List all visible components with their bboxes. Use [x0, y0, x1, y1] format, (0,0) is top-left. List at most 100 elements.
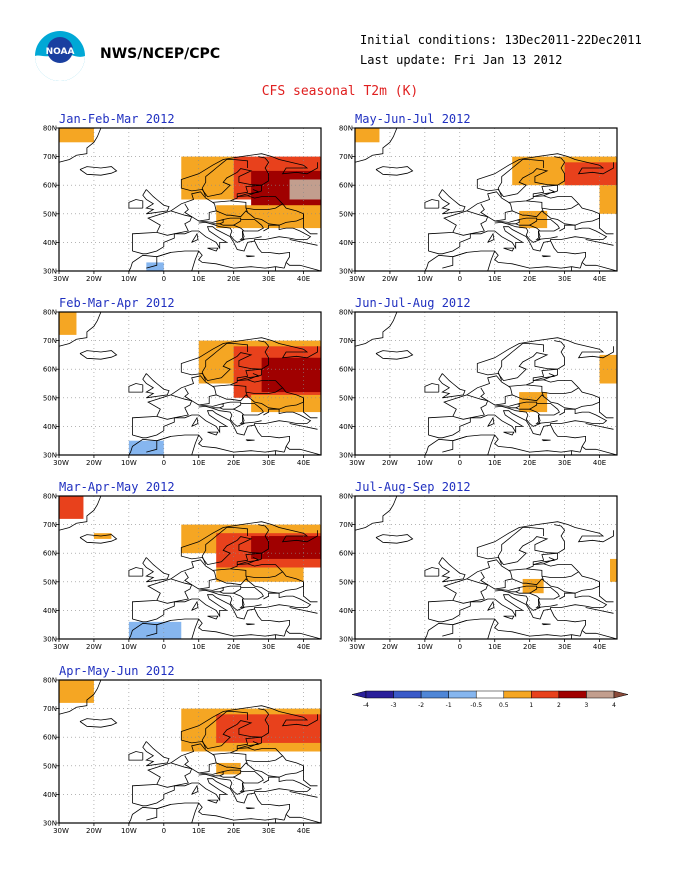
- map-frame: [58, 311, 322, 456]
- anomaly-cell: [59, 496, 84, 519]
- coastline: [476, 153, 614, 198]
- x-tick-label: 40E: [297, 459, 310, 467]
- panel-title: Jan-Feb-Mar 2012: [59, 112, 175, 126]
- x-tick-label: 30W: [53, 275, 69, 283]
- coastline: [554, 340, 566, 370]
- coastline: [428, 592, 608, 623]
- coastline: [354, 127, 398, 163]
- coastline: [533, 379, 580, 394]
- x-tick-label: 30E: [558, 643, 571, 651]
- coastline: [480, 570, 513, 590]
- coastline: [146, 436, 171, 453]
- coastline: [128, 751, 144, 761]
- x-tick-label: 10E: [488, 643, 501, 651]
- noaa-logo-icon: NOAA: [35, 31, 85, 81]
- x-tick-label: 0: [162, 275, 166, 283]
- coastline: [198, 218, 224, 225]
- coastline: [581, 630, 618, 640]
- coastline: [237, 369, 263, 381]
- coastline: [424, 567, 440, 577]
- y-tick-label: 80N: [339, 125, 353, 133]
- coastline: [533, 553, 559, 565]
- map-frame: [354, 127, 618, 272]
- x-tick-label: 40E: [593, 643, 606, 651]
- coastline: [198, 402, 224, 409]
- coastline: [428, 184, 558, 251]
- x-tick-label: 30W: [53, 827, 69, 835]
- coastline: [599, 581, 614, 603]
- coastline: [480, 202, 513, 222]
- coastline: [258, 708, 270, 738]
- x-tick-label: 10E: [192, 827, 205, 835]
- y-tick-label: 30N: [43, 820, 57, 828]
- coastline-layer: [354, 311, 618, 456]
- coastline: [146, 804, 171, 821]
- coastline: [599, 213, 614, 235]
- anomaly-cell: [128, 621, 182, 639]
- x-tick-label: 20W: [86, 827, 102, 835]
- coastline: [541, 255, 551, 258]
- coastline: [142, 189, 170, 215]
- coastline: [533, 563, 580, 578]
- x-tick-label: 10W: [121, 827, 137, 835]
- y-tick-label: 40N: [43, 423, 57, 431]
- coastline: [132, 184, 262, 251]
- y-tick-label: 60N: [339, 550, 353, 558]
- coastline: [550, 608, 587, 637]
- coastline: [285, 262, 322, 272]
- y-tick-label: 40N: [43, 239, 57, 247]
- coastline-layer: [58, 679, 322, 824]
- x-tick-label: 30E: [558, 275, 571, 283]
- x-tick-label: 30W: [349, 459, 365, 467]
- y-tick-label: 40N: [339, 239, 353, 247]
- map-background: [355, 496, 617, 639]
- coastline: [132, 776, 312, 807]
- coastline: [452, 394, 489, 420]
- y-tick-label: 50N: [43, 394, 57, 402]
- panel-title: Apr-May-Jun 2012: [59, 664, 175, 678]
- y-tick-label: 70N: [43, 337, 57, 345]
- x-tick-label: 10E: [488, 275, 501, 283]
- coastline: [247, 189, 260, 197]
- coastline: [233, 219, 264, 232]
- coastline: [428, 368, 558, 435]
- map-panel-amj: Apr-May-Jun 2012 30W 20W 10W 0 10E 20E 30E 40E 3…: [43, 664, 322, 835]
- coastline: [201, 527, 249, 565]
- coastline: [247, 755, 304, 778]
- x-tick-label: 30W: [53, 643, 69, 651]
- coastline: [191, 784, 199, 795]
- anomaly-map: 30W 20W 10W 0 10E 20E 30E 40E 30N 40N 50N 60N 70N 80N: [339, 493, 618, 651]
- coastline: [201, 159, 249, 197]
- coastline: [79, 534, 118, 544]
- coastline: [541, 623, 551, 626]
- x-tick-label: 10W: [417, 275, 433, 283]
- x-tick-label: 10W: [121, 275, 137, 283]
- coastline: [128, 383, 144, 393]
- coastline: [191, 600, 199, 611]
- x-tick-label: 0: [162, 643, 166, 651]
- coastline: [254, 240, 291, 269]
- coastline: [543, 557, 556, 565]
- initial-conditions: Initial conditions: 13Dec2011-22Dec2011: [360, 33, 642, 47]
- y-tick-label: 50N: [43, 210, 57, 218]
- y-tick-label: 40N: [339, 423, 353, 431]
- anomaly-cell: [59, 680, 94, 703]
- coastline: [515, 585, 538, 594]
- coastline: [503, 431, 515, 436]
- anomaly-cell: [261, 357, 321, 393]
- y-tick-label: 30N: [43, 268, 57, 276]
- coastline: [303, 581, 318, 603]
- coastline: [191, 434, 200, 456]
- coastline: [216, 384, 248, 402]
- coastline: [503, 615, 515, 620]
- colorbar-swatch: [531, 690, 560, 699]
- anomaly-map: 30W 20W 10W 0 10E 20E 30E 40E 30N 40N 50N 60N 70N 80N: [43, 493, 322, 651]
- y-tick-label: 50N: [339, 578, 353, 586]
- x-tick-label: 10E: [192, 275, 205, 283]
- anomaly-cell: [146, 262, 164, 271]
- coastline: [550, 240, 587, 269]
- coastline: [210, 591, 245, 611]
- coastline: [550, 424, 587, 453]
- coastline: [191, 802, 200, 824]
- coastline-layer: [58, 311, 322, 456]
